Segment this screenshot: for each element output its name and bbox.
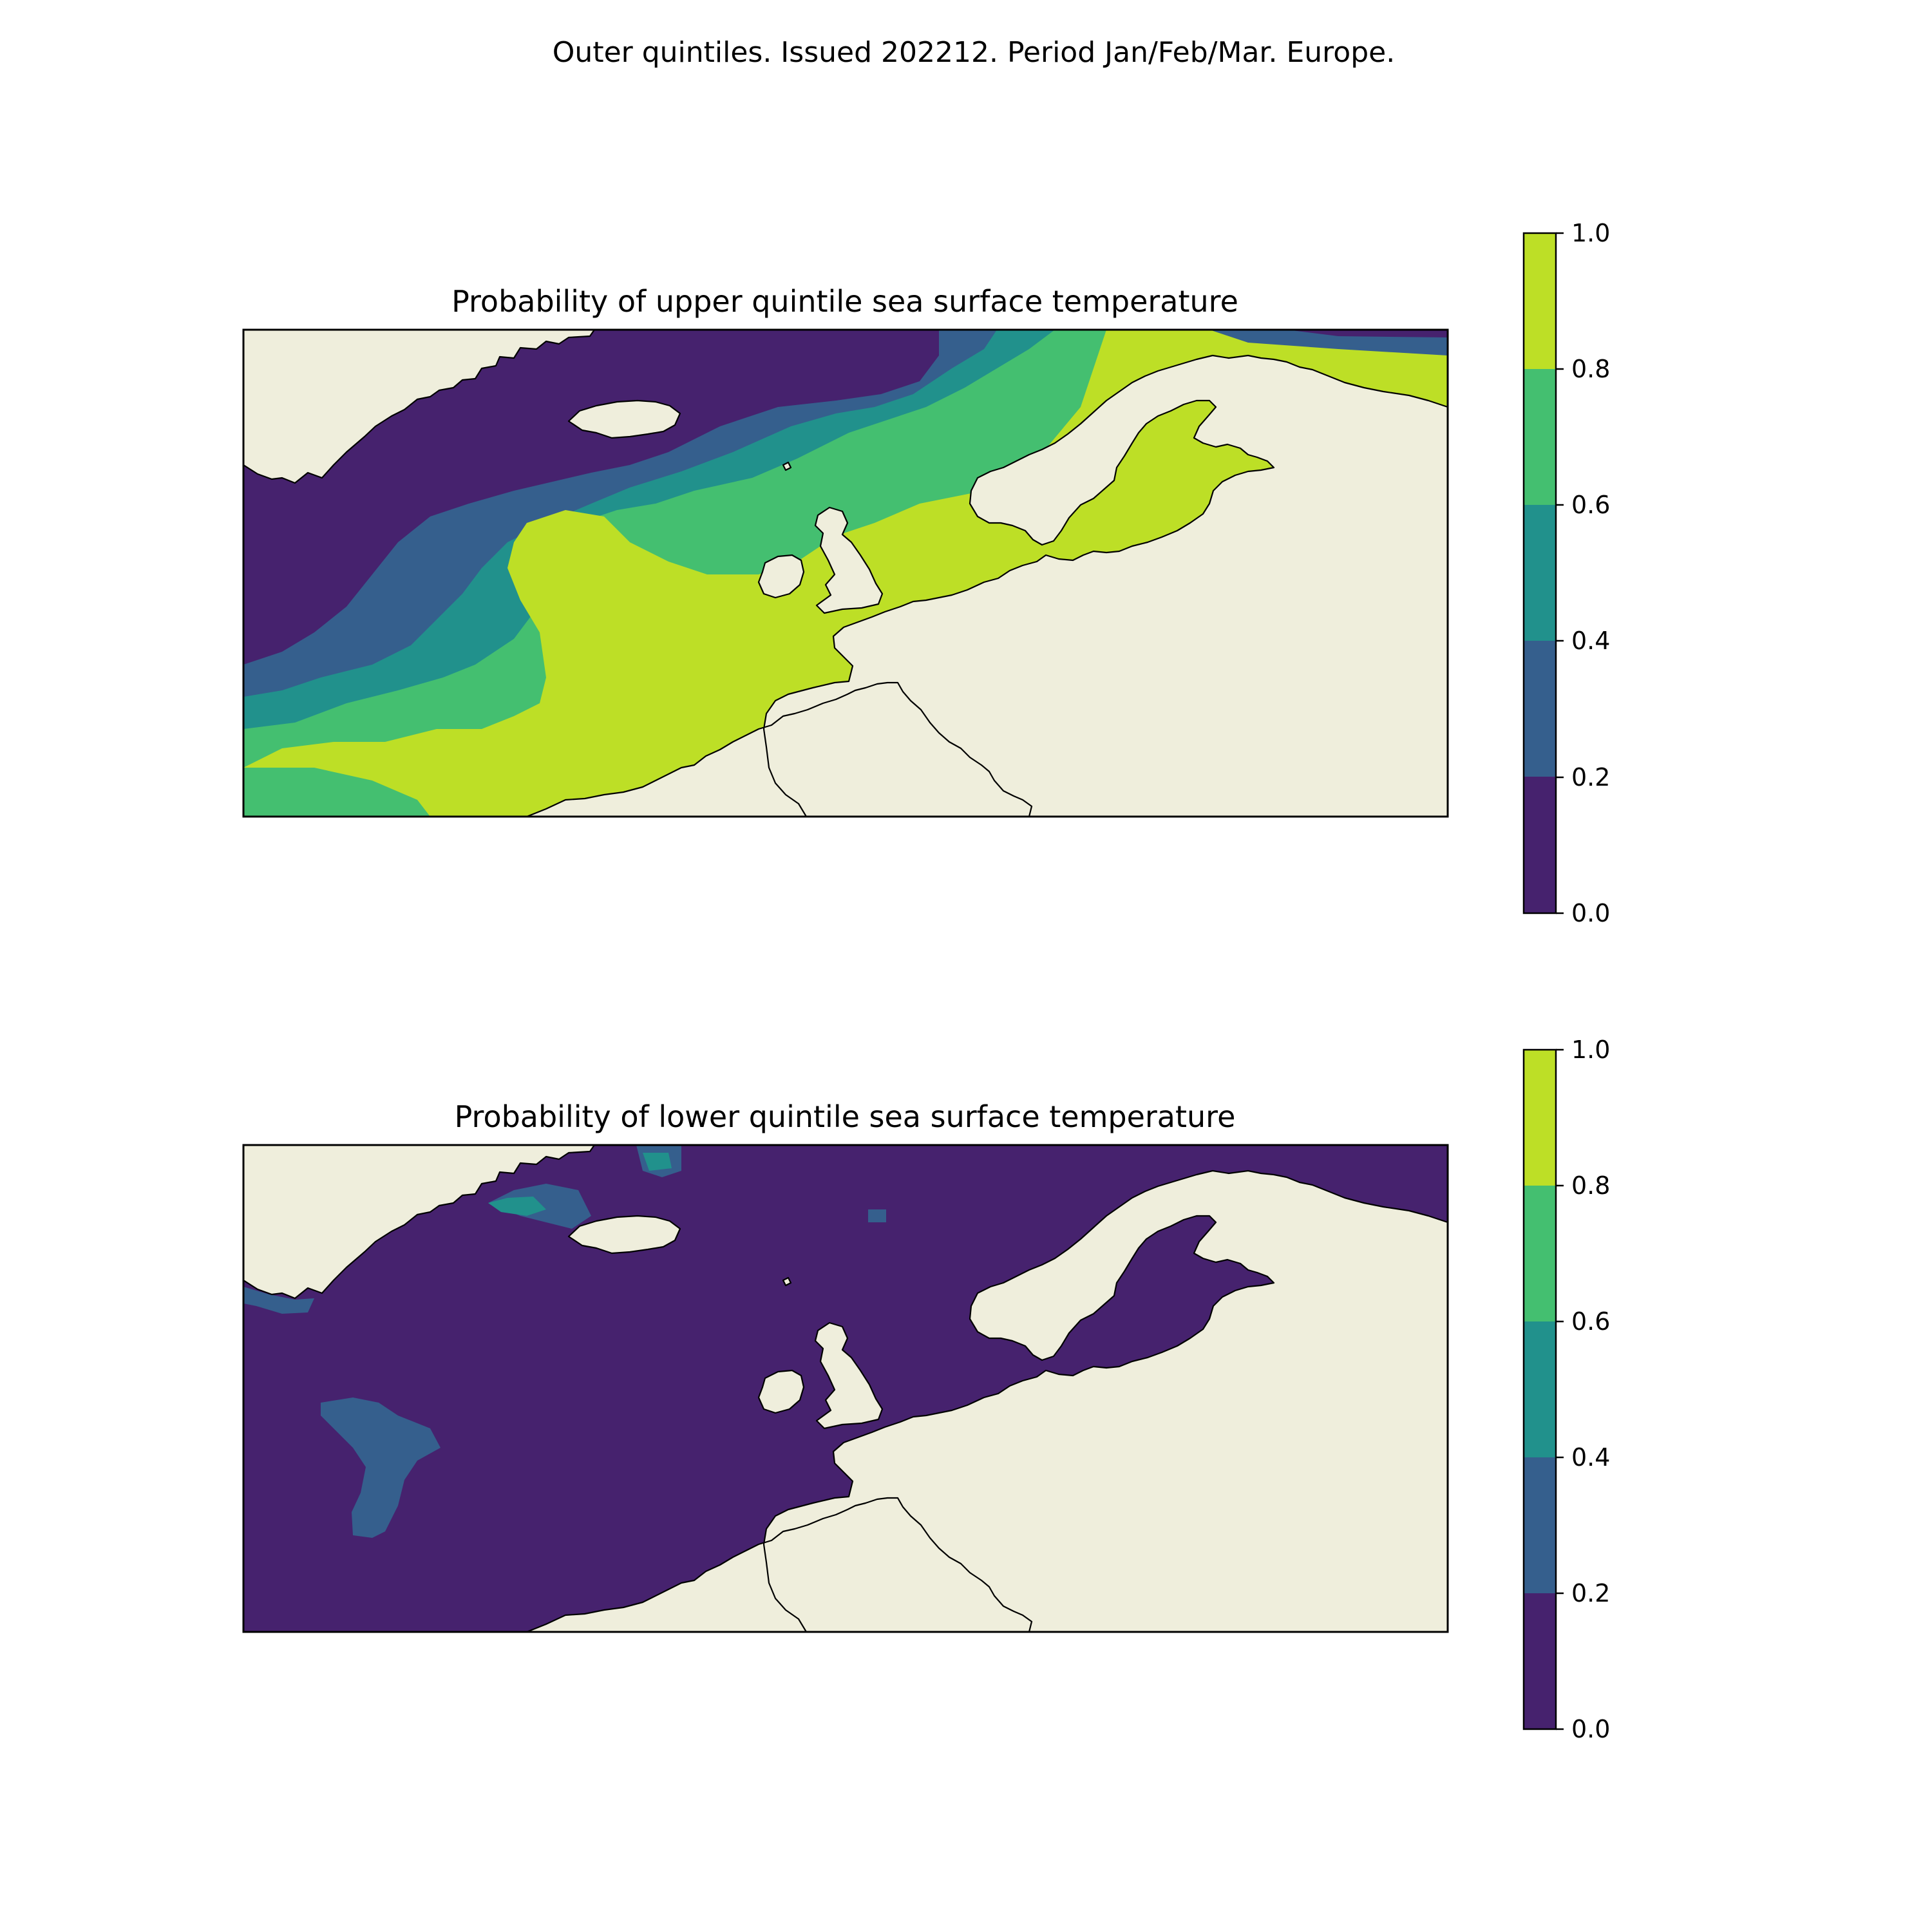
panel-lower-quintile: Probability of lower quintile sea surfac… — [242, 1036, 1610, 1743]
lower-colorbar-bin-1 — [1524, 1593, 1556, 1729]
upper-colorbar-bin-3 — [1524, 505, 1556, 641]
lower-colorbar-bin-4 — [1524, 1186, 1556, 1321]
lower-patch-greenland-south — [243, 1287, 314, 1314]
upper-colorbar-bin-2 — [1524, 641, 1556, 777]
lower-colorbar-bin-2 — [1524, 1457, 1556, 1593]
upper-colorbar-tick-label: 0.4 — [1571, 627, 1610, 655]
lower-patch-greenland-coast — [488, 1197, 546, 1216]
panel-upper-title: Probability of upper quintile sea surfac… — [451, 284, 1238, 319]
lower-colorbar-frame — [1522, 1048, 1557, 1730]
lower-map — [243, 1145, 1448, 1632]
upper-colorbar: 0.0 0.2 0.4 0.6 0.8 1.0 — [1522, 219, 1610, 927]
upper-colorbar-tick-label: 0.2 — [1571, 763, 1610, 791]
upper-colorbar-tick-label: 0.0 — [1571, 899, 1610, 927]
upper-patch-north-dark — [1287, 330, 1448, 337]
upper-colorbar-frame — [1522, 232, 1557, 914]
lower-colorbar-bin-3 — [1524, 1321, 1556, 1457]
lower-colorbar-tick-label: 0.8 — [1571, 1171, 1610, 1200]
lower-colorbar-tick-label: 0.4 — [1571, 1443, 1610, 1472]
upper-colorbar-tick-label: 1.0 — [1571, 219, 1610, 247]
panel-upper-quintile: Probability of upper quintile sea surfac… — [242, 219, 1610, 927]
upper-map — [243, 330, 1448, 817]
lower-colorbar-bin-5 — [1524, 1050, 1556, 1186]
lower-colorbar-tick-label: 1.0 — [1571, 1036, 1610, 1064]
figure-title: Outer quintiles. Issued 202212. Period J… — [553, 36, 1395, 69]
lower-colorbar-tick-label: 0.0 — [1571, 1715, 1610, 1743]
lower-colorbar: 0.0 0.2 0.4 0.6 0.8 1.0 — [1522, 1036, 1610, 1743]
upper-colorbar-tick-label: 0.6 — [1571, 491, 1610, 519]
upper-colorbar-bin-1 — [1524, 777, 1556, 913]
lower-colorbar-tick-label: 0.2 — [1571, 1579, 1610, 1607]
upper-colorbar-bin-4 — [1524, 369, 1556, 505]
panel-lower-title: Probability of lower quintile sea surfac… — [455, 1099, 1236, 1134]
upper-colorbar-tick-label: 0.8 — [1571, 355, 1610, 383]
upper-colorbar-ticks — [1556, 232, 1564, 914]
lower-map-frame — [242, 1144, 1449, 1633]
upper-map-frame — [242, 328, 1449, 818]
lower-colorbar-ticks — [1556, 1048, 1564, 1730]
lower-patch-north-3 — [868, 1209, 886, 1222]
lower-patch-atlantic — [321, 1397, 440, 1538]
lower-colorbar-tick-label: 0.6 — [1571, 1307, 1610, 1336]
upper-colorbar-bin-5 — [1524, 233, 1556, 369]
lower-patch-north-2 — [643, 1153, 672, 1171]
